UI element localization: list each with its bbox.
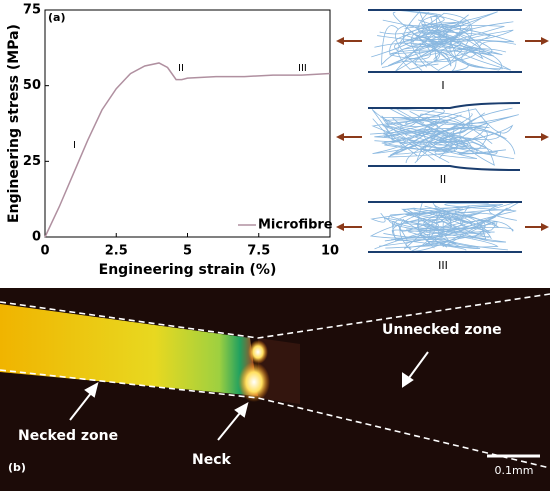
necked-label: Necked zone: [18, 428, 118, 444]
annotation: (a): [48, 11, 65, 24]
polymer-chain: [374, 220, 514, 250]
neck-glow: [248, 340, 268, 364]
polymer-chain: [389, 19, 493, 55]
y-axis-label: Engineering stress (MPa): [6, 24, 22, 223]
x-tick-label: 10: [321, 244, 339, 259]
polymer-chain: [419, 41, 516, 72]
y-tick-label: 25: [23, 154, 41, 169]
scale-label: 0.1mm: [495, 464, 534, 477]
data-line: [44, 62, 331, 238]
pull-arrow-head: [541, 223, 549, 231]
stress-strain-chart: 0 2.5 5 7.5 10 0 25 50 75 Engineering strain (%) E…: [6, 3, 339, 279]
polymer-chain: [392, 221, 492, 247]
y-tick-label: 75: [23, 3, 41, 18]
x-axis-label: Engineering strain (%): [99, 262, 277, 278]
unnecked-label: Unnecked zone: [382, 322, 502, 338]
annotation: III: [298, 63, 307, 74]
polymer-chain: [404, 202, 519, 249]
polymer-chain: [389, 31, 504, 70]
micrograph: Necked zone Neck Unnecked zone (b) 0.1mm: [0, 288, 550, 491]
polymer-chain: [426, 114, 519, 152]
annotation: II: [178, 63, 184, 74]
polymer-chain: [380, 113, 441, 127]
polymer-chain: [389, 108, 473, 164]
schematic-label: II: [440, 173, 447, 186]
arrows: [69, 351, 429, 441]
pull-arrow-head: [541, 133, 549, 141]
necked-fiber: [0, 304, 258, 396]
dashed-line: [0, 293, 550, 339]
polymer-chain: [410, 29, 495, 68]
arrow-head: [402, 372, 414, 388]
neck-label: Neck: [192, 452, 232, 468]
schematic-label: I: [441, 79, 444, 92]
polymer-chain: [394, 19, 515, 52]
polymer-chain: [389, 113, 473, 161]
arrow: [405, 351, 429, 383]
pull-arrow-head: [336, 37, 344, 45]
polymer-chain: [381, 107, 515, 160]
y-tick-label: 50: [23, 78, 41, 93]
polymer-chain: [400, 127, 478, 159]
polymer-chain: [391, 202, 506, 243]
boundary: [368, 102, 521, 109]
pull-arrow-head: [336, 133, 344, 141]
polymer-chain: [382, 19, 472, 59]
boundary: [368, 165, 521, 171]
polymer-chain: [385, 220, 457, 249]
polymer-chain: [370, 203, 517, 223]
outline: [0, 293, 550, 469]
polymer-chain: [395, 14, 484, 71]
pull-arrow-head: [336, 223, 344, 231]
plot-frame: [44, 9, 331, 238]
x-tick-label: 5: [183, 244, 192, 259]
polymer-chain: [369, 209, 512, 248]
x-tick-label: 0: [40, 244, 49, 259]
x-tick-label: 2.5: [105, 244, 128, 259]
polymer-chain: [402, 10, 471, 48]
panel-label: (b): [8, 461, 26, 474]
polymer-chain: [384, 119, 489, 158]
arrow-head: [84, 382, 99, 398]
neck-glow: [238, 362, 270, 402]
polymer-chain: [384, 110, 506, 155]
schematic-label: III: [438, 259, 448, 272]
y-tick-label: 0: [32, 230, 41, 245]
pull-arrow-head: [541, 37, 549, 45]
arrow-head: [234, 402, 249, 418]
x-tick-label: 7.5: [247, 244, 270, 259]
annotation: I: [73, 140, 76, 151]
polymer-chain: [424, 205, 508, 251]
legend-label: Microfibre: [258, 218, 333, 233]
